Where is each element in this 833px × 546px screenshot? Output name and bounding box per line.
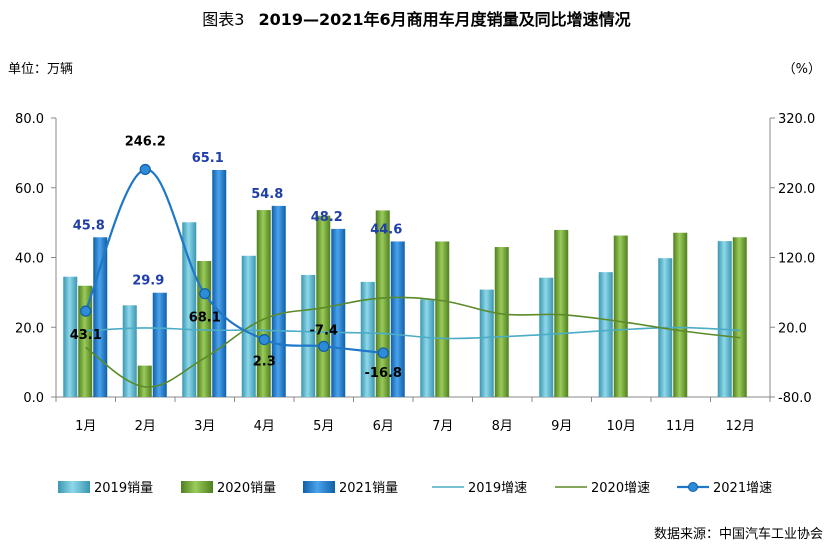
right-axis-unit: （%） — [782, 62, 821, 77]
marker-2021增速-3月 — [199, 288, 211, 300]
right-tick-label: 120.0 — [778, 252, 815, 267]
legend-label: 2019销量 — [94, 481, 153, 496]
left-tick-label: 40.0 — [15, 252, 44, 267]
bar-2021销量-3月 — [212, 169, 227, 397]
bar-data-label: 65.1 — [192, 151, 224, 166]
line-data-label: 43.1 — [70, 328, 102, 343]
left-tick-label: 80.0 — [15, 112, 44, 127]
bar-2019销量-8月 — [479, 289, 494, 397]
bar-2021销量-2月 — [152, 292, 167, 397]
bar-2020销量-7月 — [435, 241, 450, 397]
x-tick-label: 10月 — [606, 419, 636, 434]
bar-data-label: 54.8 — [251, 187, 283, 202]
bar-data-label: 29.9 — [132, 274, 164, 289]
x-tick-label: 3月 — [194, 419, 215, 434]
line-data-label: 68.1 — [189, 311, 221, 326]
left-axis-unit: 单位：万辆 — [8, 62, 74, 77]
x-tick-label: 7月 — [432, 419, 453, 434]
marker-2021增速-5月 — [318, 340, 330, 352]
bar-2019销量-9月 — [539, 277, 554, 397]
line-data-label: 246.2 — [125, 134, 166, 149]
legend-label: 2021销量 — [339, 481, 398, 496]
x-tick-label: 1月 — [75, 419, 96, 434]
right-tick-label: 20.0 — [778, 321, 807, 336]
bar-2020销量-5月 — [316, 215, 331, 397]
data-source-note: 数据来源：中国汽车工业协会 — [653, 527, 823, 542]
right-tick-label: 220.0 — [778, 182, 815, 197]
line-2019增速 — [85, 326, 741, 340]
bar-2019销量-3月 — [182, 222, 197, 397]
marker-2021增速-1月 — [80, 305, 92, 317]
bar-2019销量-4月 — [241, 255, 256, 397]
bar-data-label: 45.8 — [73, 218, 105, 233]
line-data-label: 2.3 — [253, 355, 276, 370]
bar-2020销量-10月 — [613, 235, 628, 397]
left-tick-label: 0.0 — [23, 391, 44, 406]
line-data-label: -16.8 — [365, 366, 402, 381]
bar-2020销量-11月 — [673, 232, 688, 397]
x-tick-label: 12月 — [725, 419, 755, 434]
bar-2021销量-1月 — [93, 237, 108, 397]
legend-label: 2021增速 — [713, 481, 772, 496]
marker-2021增速-4月 — [258, 333, 270, 346]
marker-2021增速-6月 — [377, 347, 389, 359]
legend-swatch — [303, 481, 335, 493]
legend-swatch — [181, 481, 213, 493]
x-tick-label: 5月 — [313, 419, 334, 434]
bar-2020销量-4月 — [256, 210, 271, 397]
x-tick-label: 6月 — [373, 419, 394, 434]
bar-data-label: 48.2 — [311, 210, 343, 225]
bar-2020销量-12月 — [732, 237, 747, 397]
title-text: 2019—2021年6月商用车月度销量及同比增速情况 — [258, 10, 631, 29]
right-tick-label: -80.0 — [778, 391, 812, 406]
bar-2019销量-7月 — [420, 299, 435, 397]
right-tick-label: 320.0 — [778, 112, 815, 127]
legend-label: 2020增速 — [591, 481, 650, 496]
x-tick-label: 4月 — [254, 419, 275, 434]
left-tick-label: 60.0 — [15, 182, 44, 197]
marker-2021增速-2月 — [139, 163, 151, 176]
legend-label: 2020销量 — [217, 481, 276, 496]
bar-2019销量-1月 — [63, 276, 78, 397]
bar-2020销量-2月 — [137, 365, 152, 397]
bar-2021销量-6月 — [390, 241, 405, 397]
line-data-label: -7.4 — [310, 323, 338, 338]
x-tick-label: 9月 — [551, 419, 572, 434]
bar-2019销量-12月 — [717, 241, 732, 397]
x-tick-label: 2月 — [135, 419, 156, 434]
x-tick-label: 8月 — [492, 419, 513, 434]
left-tick-label: 20.0 — [15, 321, 44, 336]
bar-2020销量-3月 — [197, 260, 212, 397]
bar-2021销量-5月 — [331, 228, 346, 397]
bar-2020销量-9月 — [554, 229, 569, 397]
bar-2020销量-8月 — [494, 247, 509, 397]
bar-2019销量-6月 — [360, 281, 375, 397]
bar-data-label: 44.6 — [370, 222, 402, 237]
line-2020增速 — [85, 296, 741, 388]
chart-title: 图表3 2019—2021年6月商用车月度销量及同比增速情况 — [0, 6, 833, 30]
legend-marker — [688, 482, 698, 492]
x-tick-label: 11月 — [666, 419, 696, 434]
title-prefix: 图表3 — [202, 10, 245, 29]
bar-2019销量-10月 — [598, 272, 613, 397]
bar-2019销量-5月 — [301, 274, 316, 397]
legend-label: 2019增速 — [468, 481, 527, 496]
legend-swatch — [58, 481, 90, 493]
bar-2021销量-4月 — [271, 205, 286, 397]
